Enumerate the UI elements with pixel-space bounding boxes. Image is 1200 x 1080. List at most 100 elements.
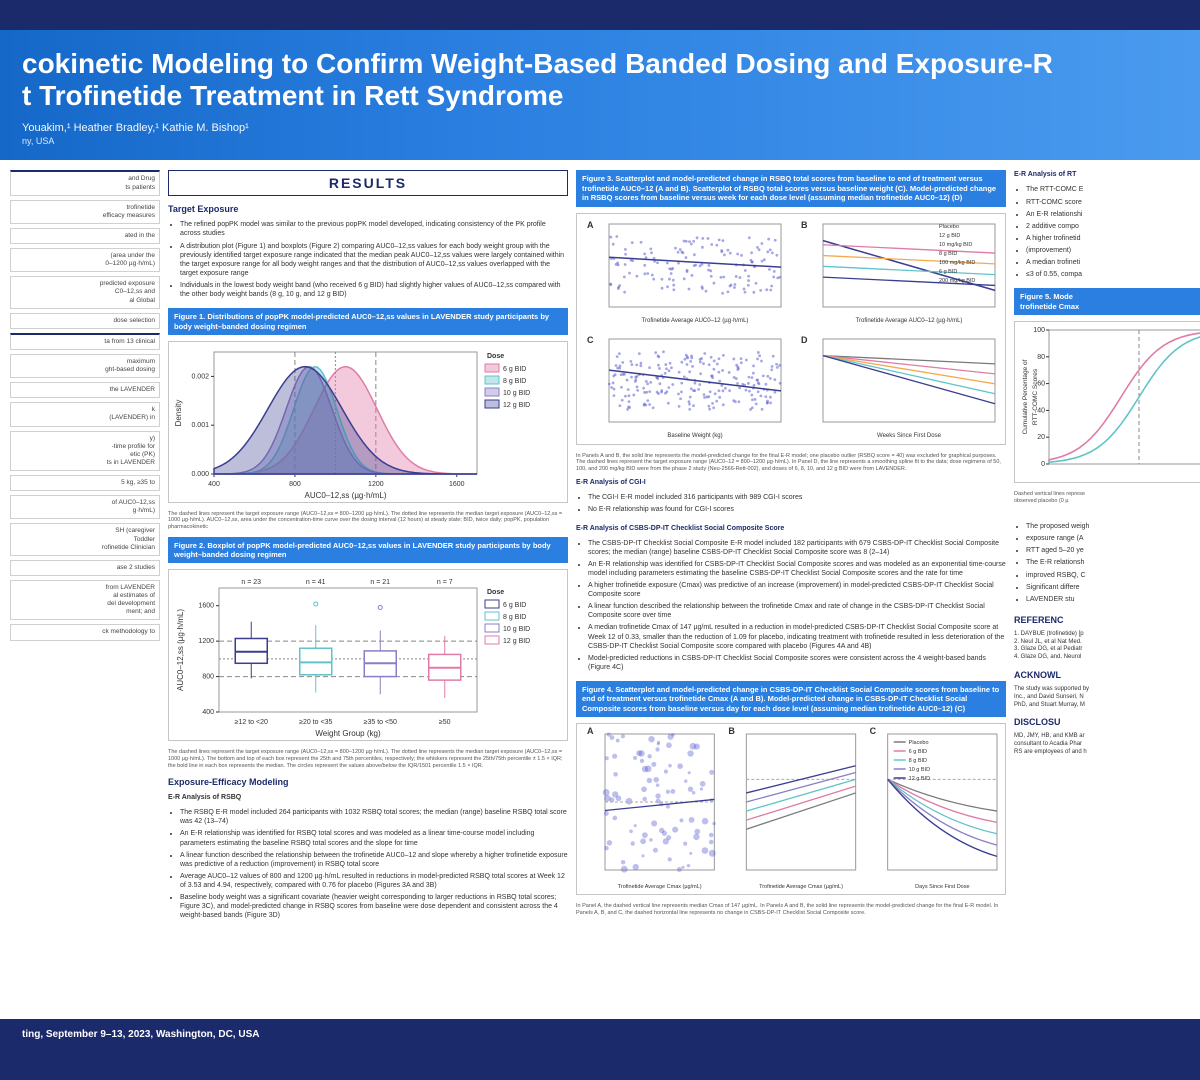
col1-fragment: ase 2 studies: [10, 560, 160, 576]
col1-fragment: the LAVENDER: [10, 382, 160, 398]
col4-head1: E-R Analysis of RT: [1014, 170, 1200, 179]
svg-text:8 g BID: 8 g BID: [503, 378, 526, 385]
svg-text:8 g BID: 8 g BID: [503, 614, 526, 621]
svg-text:12 g BID: 12 g BID: [909, 776, 930, 782]
poster-body: and Drugts patients trofinetideefficacy m…: [0, 160, 1200, 1019]
csbs-head: E-R Analysis of CSBS-DP-IT Checklist Soc…: [576, 524, 1006, 533]
col1-fragment: predicted exposureC0–12,ss andal Global: [10, 276, 160, 308]
svg-text:800: 800: [202, 674, 214, 681]
col1-fragment: 5 kg, ≥35 to: [10, 475, 160, 491]
fig5-footnote: Dashed vertical lines represe observed p…: [1014, 491, 1200, 504]
svg-text:6 g BID: 6 g BID: [503, 366, 526, 373]
svg-text:Dose: Dose: [487, 589, 504, 596]
col-4: E-R Analysis of RT The RTT-COMC ERTT-COM…: [1014, 170, 1200, 1019]
svg-text:8 g BID: 8 g BID: [939, 251, 957, 257]
col4-b1: The RTT-COMC ERTT-COMC scoreAn E-R relat…: [1014, 185, 1200, 282]
svg-text:Density: Density: [174, 400, 183, 427]
svg-text:10 g BID: 10 g BID: [503, 626, 530, 633]
svg-text:100: 100: [1033, 327, 1045, 334]
col1-fragment: ta from 13 clinical: [10, 333, 160, 350]
er-head: Exposure-Efficacy Modeling: [168, 777, 568, 787]
disc-head: DISCLOSU: [1014, 717, 1200, 727]
col1-fragment: y)-time profile foretic (PK)ts in LAVEND…: [10, 431, 160, 472]
svg-text:100 mg/kg BID: 100 mg/kg BID: [939, 260, 975, 266]
fig1: 400800120016000.0000.0010.002AUC0–12,ss …: [168, 341, 568, 503]
svg-text:Baseline Weight (kg): Baseline Weight (kg): [667, 433, 722, 439]
svg-text:12 g BID: 12 g BID: [939, 233, 960, 239]
fig3: ATrofinetide Average AUC0–12 (µg·h/mL)BT…: [576, 213, 1006, 445]
col4-conclusions: The proposed weighexposure range (ARTT a…: [1014, 522, 1200, 607]
col-1: and Drugts patients trofinetideefficacy m…: [10, 170, 160, 1019]
svg-text:12 g BID: 12 g BID: [503, 402, 530, 409]
svg-text:C: C: [870, 726, 877, 736]
ack: The study was supported by Inc., and Dav…: [1014, 686, 1200, 709]
disc: MD, JMY, HB, and KMB ar consultant to Ac…: [1014, 733, 1200, 756]
svg-text:6 g BID: 6 g BID: [909, 749, 927, 755]
svg-text:≥20 to <35: ≥20 to <35: [299, 719, 332, 726]
col1-fragment: from LAVENDERal estimates ofdel developm…: [10, 580, 160, 621]
svg-text:200 mg/kg BID: 200 mg/kg BID: [939, 278, 975, 284]
svg-text:C: C: [587, 335, 594, 345]
authors: Youakim,¹ Heather Bradley,¹ Kathie M. Bi…: [22, 122, 1178, 134]
svg-text:400: 400: [202, 709, 214, 716]
svg-text:Days Since First Dose: Days Since First Dose: [915, 884, 969, 890]
svg-text:0.002: 0.002: [191, 373, 209, 380]
fig1-footnote: The dashed lines represent the target ex…: [168, 511, 568, 531]
col1-fragment: of AUC0–12,ssg·h/mL): [10, 495, 160, 519]
col1-fragment: SH (caregiverToddlerrofinetide Clinician: [10, 523, 160, 555]
svg-text:n = 21: n = 21: [370, 579, 390, 586]
svg-text:AUC0–12,ss (µg·h/mL): AUC0–12,ss (µg·h/mL): [305, 491, 387, 500]
svg-text:Trofinetide Average AUC0–12 (µ: Trofinetide Average AUC0–12 (µg·h/mL): [642, 318, 749, 324]
csbs-bullets: The CSBS-DP-IT Checklist Social Composit…: [576, 539, 1006, 675]
col1-fragment: k(LAVENDER) in: [10, 402, 160, 426]
svg-text:0: 0: [1041, 461, 1045, 468]
fig4-caption: Figure 4. Scatterplot and model-predicte…: [576, 681, 1006, 717]
svg-text:n = 7: n = 7: [437, 579, 453, 586]
col1-fragment: and Drugts patients: [10, 170, 160, 195]
fig2: 40080012001600n = 23≥12 to <20n = 41≥20 …: [168, 569, 568, 741]
col-3: Figure 3. Scatterplot and model-predicte…: [576, 170, 1006, 1019]
footer: ting, September 9–13, 2023, Washington, …: [0, 1019, 1200, 1050]
refs: 1. DAYBUE (trofinetide) [p2. Neul JL, et…: [1014, 631, 1200, 662]
svg-text:8 g BID: 8 g BID: [909, 758, 927, 764]
svg-text:800: 800: [289, 481, 301, 488]
svg-text:10 mg/kg BID: 10 mg/kg BID: [939, 242, 972, 248]
fig4-footnote: In Panel A, the dashed vertical line rep…: [576, 903, 1006, 916]
col1-fragment: (area under the0–1200 µg·h/mL): [10, 248, 160, 272]
svg-text:D: D: [801, 335, 808, 345]
title-line-2: t Trofinetide Treatment in Rett Syndrome: [22, 80, 1178, 112]
svg-text:Trofinetide Average Cmax (µg/m: Trofinetide Average Cmax (µg/mL): [618, 884, 702, 890]
svg-text:Placebo: Placebo: [909, 740, 929, 746]
col-2: RESULTS Target Exposure The refined popP…: [168, 170, 568, 1019]
target-exposure-bullets: The refined popPK model was similar to t…: [168, 220, 568, 302]
svg-text:≥50: ≥50: [439, 719, 451, 726]
svg-text:B: B: [728, 726, 735, 736]
fig2-footnote: The dashed lines represent the target ex…: [168, 749, 568, 769]
svg-text:Placebo: Placebo: [939, 224, 959, 230]
fig5-caption: Figure 5. Mode trofinetide Cmax: [1014, 288, 1200, 315]
svg-text:Cumulative Percentage of: Cumulative Percentage of: [1022, 359, 1029, 434]
fig3-caption: Figure 3. Scatterplot and model-predicte…: [576, 170, 1006, 206]
title-bar: cokinetic Modeling to Confirm Weight-Bas…: [0, 30, 1200, 160]
fig1-caption: Figure 1. Distributions of popPK model-p…: [168, 308, 568, 335]
svg-text:≥12 to <20: ≥12 to <20: [235, 719, 268, 726]
refs-head: REFERENC: [1014, 615, 1200, 625]
col1-fragment: ck methodology to: [10, 624, 160, 640]
cgi-bullets: The CGI-I E-R model included 316 partici…: [576, 493, 1006, 517]
ack-head: ACKNOWL: [1014, 670, 1200, 680]
er-sub: E-R Analysis of RSBQ: [168, 793, 568, 802]
svg-text:n = 23: n = 23: [241, 579, 261, 586]
col1-fragment: trofinetideefficacy measures: [10, 200, 160, 224]
cgi-head: E-R Analysis of CGI-I: [576, 478, 1006, 487]
svg-text:1200: 1200: [368, 481, 384, 488]
col1-fragment: maximumght-based dosing: [10, 354, 160, 378]
svg-text:A: A: [587, 726, 594, 736]
svg-text:6 g BID: 6 g BID: [503, 602, 526, 609]
results-heading: RESULTS: [168, 170, 568, 196]
col1-fragment: ated in the: [10, 228, 160, 244]
er-bullets: The RSBQ E-R model included 264 particip…: [168, 808, 568, 923]
svg-text:Trofinetide Average AUC0–12 (µ: Trofinetide Average AUC0–12 (µg·h/mL): [856, 318, 963, 324]
affiliation: ny, USA: [22, 136, 1178, 146]
svg-text:0.000: 0.000: [191, 471, 209, 478]
svg-text:RTT-COMC Scores: RTT-COMC Scores: [1032, 368, 1039, 425]
